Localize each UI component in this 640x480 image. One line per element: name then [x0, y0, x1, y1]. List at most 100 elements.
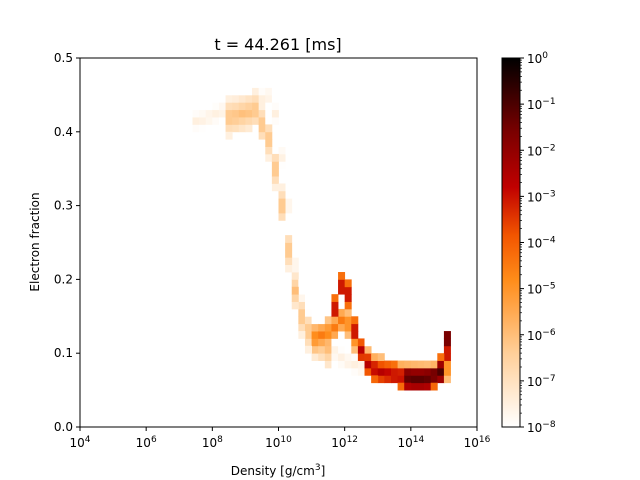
- heatmap-cell: [338, 279, 346, 288]
- heatmap-cell: [225, 94, 233, 103]
- heatmap-cell: [384, 360, 392, 369]
- heatmap-cell: [430, 382, 438, 391]
- heatmap-cell: [311, 345, 319, 354]
- heatmap-cell: [331, 345, 339, 354]
- heatmap-cell: [311, 308, 319, 317]
- heatmap-cell: [443, 375, 451, 384]
- heatmap-cell: [331, 323, 339, 332]
- heatmap-cell: [304, 331, 312, 339]
- heatmap-cell: [351, 375, 359, 384]
- heatmap-cell: [344, 308, 352, 317]
- heatmap-cell: [265, 102, 273, 111]
- heatmap-cell: [291, 286, 299, 295]
- heatmap-cell: [271, 102, 279, 111]
- heatmap-cells: [192, 72, 451, 391]
- heatmap-cell: [357, 360, 365, 369]
- heatmap-cell: [298, 279, 306, 288]
- heatmap-cell: [278, 183, 286, 192]
- heatmap-cell: [271, 124, 279, 133]
- heatmap-cell: [192, 117, 200, 125]
- heatmap-cell: [225, 87, 233, 96]
- heatmap-cell: [430, 367, 438, 376]
- heatmap-cell: [344, 375, 352, 384]
- heatmap-cell: [285, 205, 293, 214]
- heatmap-cell: [437, 375, 445, 384]
- heatmap-cell: [291, 301, 299, 310]
- heatmap-cell: [344, 294, 352, 302]
- heatmap-cell: [324, 316, 332, 325]
- heatmap-cell: [338, 353, 346, 361]
- heatmap-cell: [245, 94, 253, 103]
- colorbar-tick-label: 10−8: [527, 420, 556, 435]
- heatmap-cell: [331, 331, 339, 339]
- heatmap-cell: [291, 257, 299, 266]
- heatmap-cell: [311, 323, 319, 332]
- heatmap-cell: [344, 301, 352, 310]
- heatmap-cell: [338, 308, 346, 317]
- heatmap-cell: [278, 212, 286, 221]
- heatmap-cell: [351, 331, 359, 339]
- heatmap-cell: [205, 87, 213, 96]
- heatmap-cell: [265, 94, 273, 103]
- heatmap-cell: [212, 131, 220, 140]
- heatmap-cell: [437, 360, 445, 369]
- heatmap-cell: [218, 94, 226, 103]
- heatmap-cell: [324, 353, 332, 361]
- heatmap-cell: [404, 360, 412, 369]
- heatmap-cell: [364, 338, 372, 347]
- heatmap-cell: [437, 353, 445, 361]
- heatmap-cell: [285, 242, 293, 251]
- heatmap-cell: [271, 168, 279, 177]
- heatmap-cell: [324, 331, 332, 339]
- heatmap-cell: [258, 109, 266, 118]
- colorbar-axis: 100 10−1 10−2 10−3 10−4 10−5 10−6 10−7 10−8: [520, 51, 556, 435]
- heatmap-cell: [318, 345, 326, 354]
- heatmap-cell: [318, 338, 326, 347]
- heatmap-cell: [258, 80, 266, 88]
- heatmap-cell: [318, 353, 326, 361]
- x-axis-label: Density [g/cm3]: [231, 463, 326, 478]
- heatmap-cell: [443, 338, 451, 347]
- heatmap-cell: [225, 80, 233, 88]
- heatmap-cell: [278, 168, 286, 177]
- heatmap-cell: [331, 367, 339, 376]
- heatmap-cell: [417, 367, 425, 376]
- heatmap-cell: [232, 87, 240, 96]
- heatmap-cell: [390, 367, 398, 376]
- colorbar-tick-label: 10−7: [527, 374, 556, 389]
- heatmap-cell: [318, 331, 326, 339]
- heatmap-cell: [232, 102, 240, 111]
- heatmap-cell: [351, 316, 359, 325]
- heatmap-cell: [212, 117, 220, 125]
- x-tick-label: 108: [202, 435, 223, 450]
- heatmap-cell: [377, 375, 385, 384]
- heatmap-cell: [364, 353, 372, 361]
- heatmap-cell: [351, 382, 359, 391]
- heatmap-cell: [245, 80, 253, 88]
- heatmap-cell: [397, 360, 405, 369]
- heatmap-cell: [285, 183, 293, 192]
- y-tick-label: 0.5: [54, 51, 73, 65]
- heatmap-cell: [271, 176, 279, 184]
- heatmap-cell: [338, 360, 346, 369]
- heatmap-cell: [258, 117, 266, 125]
- heatmap-cell: [278, 190, 286, 199]
- heatmap-cell: [430, 375, 438, 384]
- heatmap-cell: [324, 323, 332, 332]
- heatmap-cell: [357, 382, 365, 391]
- heatmap-cell: [205, 124, 213, 133]
- heatmap-cell: [192, 139, 200, 147]
- heatmap-cell: [285, 249, 293, 258]
- heatmap-cell: [351, 323, 359, 332]
- colorbar-tick-label: 10−3: [527, 189, 556, 204]
- heatmap-cell: [192, 109, 200, 118]
- heatmap-cell: [291, 264, 299, 273]
- heatmap-cell: [218, 117, 226, 125]
- heatmap-cell: [258, 72, 266, 81]
- y-tick-label: 0.1: [54, 346, 73, 360]
- heatmap-cell: [238, 80, 246, 88]
- x-tick-label: 1016: [464, 435, 491, 450]
- y-tick-label: 0.3: [54, 199, 73, 213]
- heatmap-cell: [371, 353, 379, 361]
- y-tick-label: 0.2: [54, 272, 73, 286]
